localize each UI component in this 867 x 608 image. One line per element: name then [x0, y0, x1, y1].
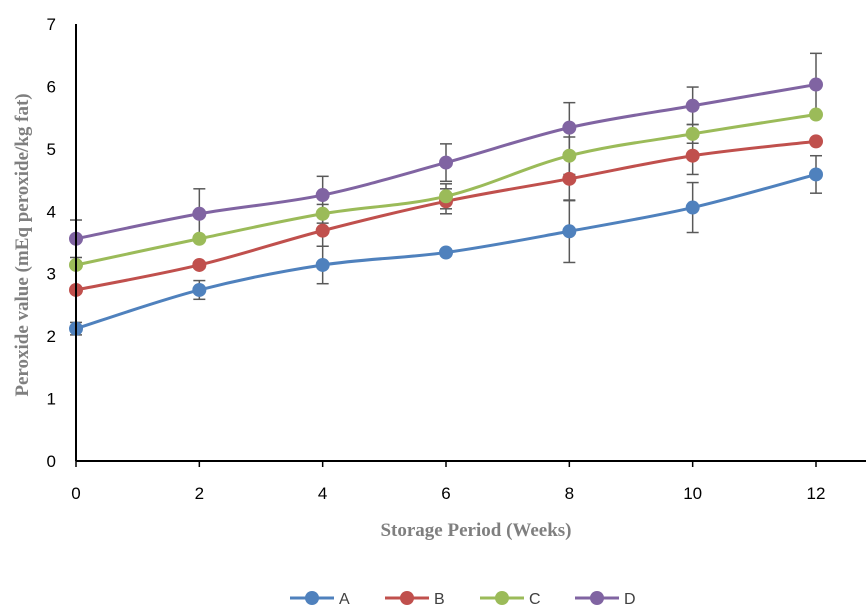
legend: A B C D [290, 591, 636, 608]
legend-label-B: B [434, 591, 445, 608]
data-point-C [809, 107, 823, 122]
data-point-B [809, 134, 823, 149]
x-tick-label: 12 [807, 484, 826, 503]
legend-label-A: A [339, 591, 350, 608]
x-tick-label: 2 [195, 484, 204, 503]
y-tick-label: 4 [47, 202, 56, 221]
legend-swatch-marker-C [495, 591, 509, 605]
data-point-C [685, 126, 700, 141]
x-tick-labels: 0 2 4 6 8 10 12 [71, 461, 825, 503]
legend-swatch-marker-D [590, 591, 604, 605]
data-point-A [192, 282, 207, 297]
x-tick-label: 0 [71, 484, 80, 503]
x-tick-label: 4 [318, 484, 327, 503]
x-axis-title: Storage Period (Weeks) [380, 520, 571, 541]
y-tick-label: 6 [47, 77, 56, 96]
y-tick-label: 7 [47, 15, 56, 34]
data-point-D [809, 77, 823, 92]
data-point-C [562, 148, 577, 163]
y-tick-label: 5 [47, 140, 56, 159]
data-point-B [192, 257, 207, 272]
data-point-D [315, 188, 330, 203]
data-point-C [315, 206, 330, 221]
data-points [69, 77, 823, 336]
y-tick-labels: 0 1 2 3 4 5 6 7 [47, 15, 56, 471]
data-point-A [809, 167, 823, 182]
data-point-C [439, 189, 453, 204]
data-point-A [685, 200, 700, 215]
data-point-B [315, 223, 330, 238]
data-point-D [562, 120, 577, 135]
data-point-A [315, 257, 330, 272]
data-point-C [192, 231, 207, 246]
y-tick-label: 0 [47, 452, 56, 471]
y-tick-label: 2 [47, 327, 56, 346]
legend-swatch-marker-A [305, 591, 319, 605]
legend-label-C: C [529, 591, 541, 608]
x-tick-label: 10 [683, 484, 702, 503]
data-point-D [439, 155, 453, 170]
data-point-A [562, 224, 577, 239]
data-point-B [685, 148, 700, 163]
axes [75, 24, 866, 462]
y-axis-title: Peroxide value (mEq peroxide/kg fat) [12, 93, 33, 396]
data-point-D [685, 98, 700, 113]
data-point-B [562, 171, 577, 186]
x-tick-label: 6 [441, 484, 450, 503]
x-tick-label: 8 [565, 484, 574, 503]
legend-swatch-marker-B [400, 591, 414, 605]
legend-label-D: D [624, 591, 636, 608]
data-point-D [192, 206, 207, 221]
y-tick-label: 3 [47, 265, 56, 284]
y-tick-label: 1 [47, 390, 56, 409]
data-point-A [439, 245, 453, 260]
